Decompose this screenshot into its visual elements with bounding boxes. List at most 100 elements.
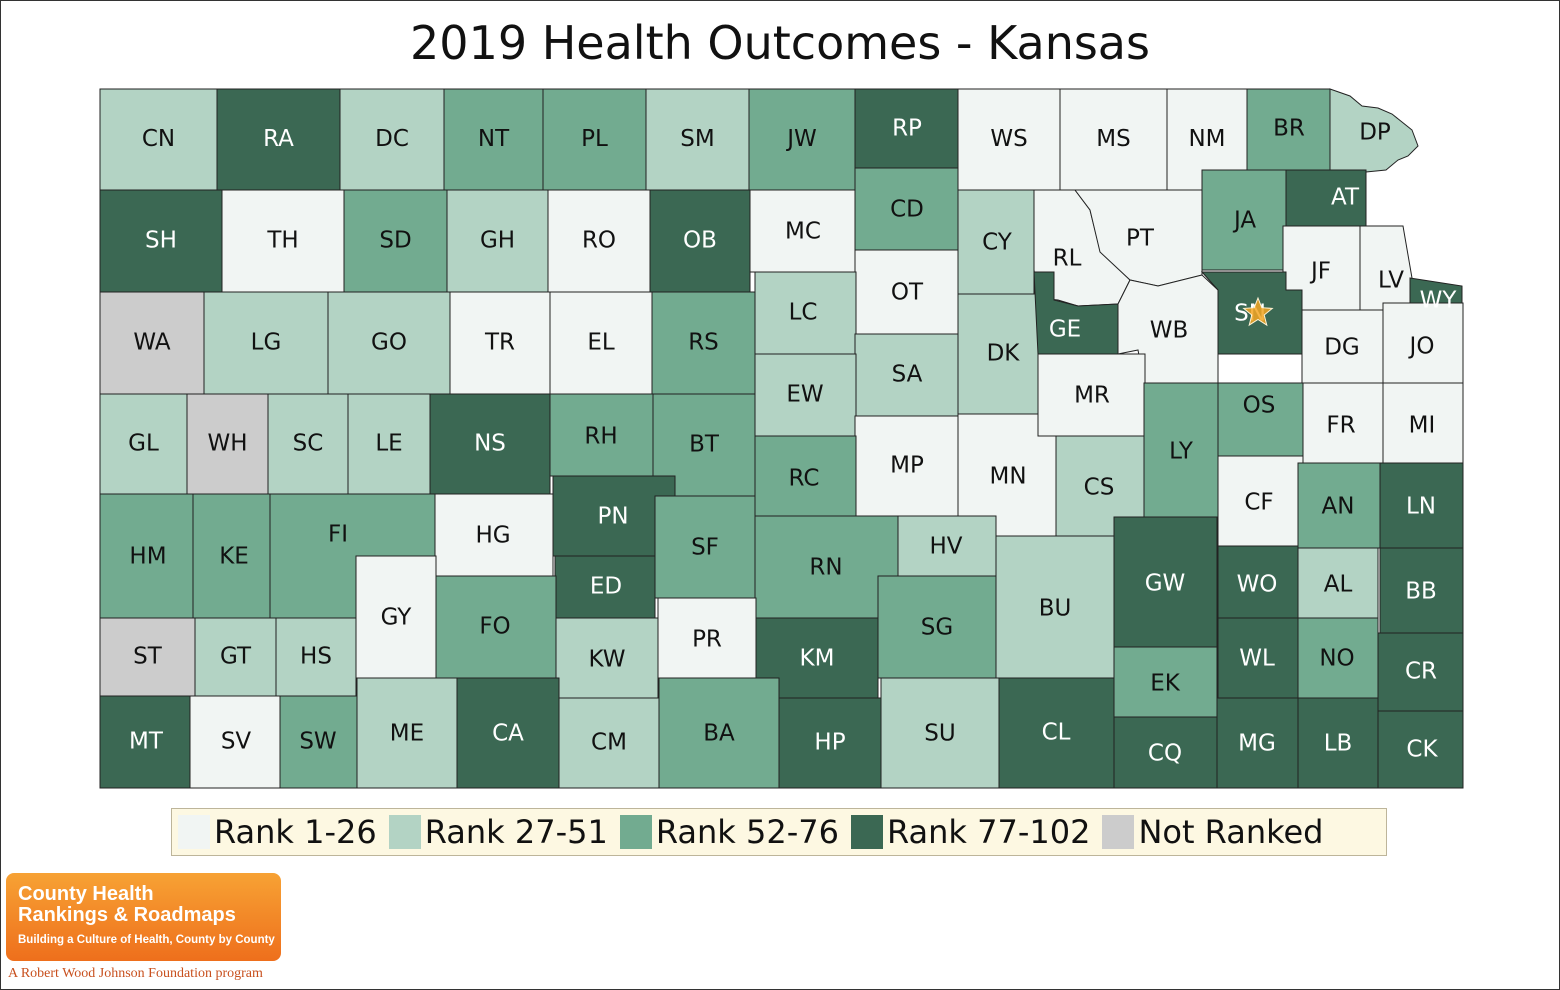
county-label-cs: CS [1084, 475, 1115, 501]
county-label-bu: BU [1039, 596, 1072, 622]
county-ja [1201, 169, 1287, 271]
county-label-hp: HP [814, 730, 845, 756]
county-fr [1302, 382, 1384, 464]
county-label-cr: CR [1405, 659, 1437, 685]
logo-tagline: Building a Culture of Health, County by … [18, 934, 275, 946]
county-label-hm: HM [129, 544, 166, 570]
county-label-cy: CY [982, 230, 1013, 256]
county-label-dg: DG [1324, 335, 1360, 361]
county-label-hs: HS [300, 644, 332, 670]
county-label-gh: GH [480, 228, 515, 254]
county-label-cq: CQ [1148, 741, 1182, 767]
map-title: 2019 Health Outcomes - Kansas [410, 16, 1150, 70]
county-label-sf: SF [691, 535, 719, 561]
legend-label: Rank 1-26 [214, 813, 377, 851]
county-label-hg: HG [475, 523, 510, 549]
county-sc [267, 393, 349, 495]
county-label-jf: JF [1309, 259, 1331, 285]
county-ke [192, 493, 271, 619]
county-label-pr: PR [692, 627, 722, 653]
county-label-dk: DK [987, 341, 1021, 367]
county-label-ek: EK [1150, 671, 1181, 697]
county-label-dc: DC [375, 126, 409, 152]
county-el [549, 291, 653, 395]
county-label-jw: JW [785, 126, 817, 152]
county-gt [194, 617, 277, 697]
county-label-sh: SH [145, 228, 177, 254]
county-label-os: OS [1243, 393, 1276, 419]
county-label-ck: CK [1406, 737, 1438, 763]
county-su [880, 677, 1000, 789]
county-label-cl: CL [1042, 720, 1071, 746]
county-sa [854, 333, 959, 417]
county-label-an: AN [1322, 494, 1355, 520]
county-label-sm: SM [680, 126, 714, 152]
county-label-lg: LG [251, 330, 282, 356]
county-label-ja: JA [1232, 208, 1256, 234]
county-label-fi: FI [328, 522, 348, 548]
county-gl [99, 393, 188, 495]
county-le [347, 393, 431, 495]
legend-item-rank-52-76: Rank 52-76 [619, 813, 839, 851]
county-label-wl: WL [1239, 646, 1275, 672]
county-label-rc: RC [789, 466, 820, 492]
county-bu [995, 535, 1115, 679]
county-label-ke: KE [219, 544, 249, 570]
county-label-su: SU [924, 721, 955, 747]
county-me [356, 677, 458, 789]
county-label-rn: RN [809, 555, 842, 581]
county-label-pt: PT [1126, 226, 1155, 252]
legend-swatch [1102, 815, 1135, 849]
county-label-wa: WA [133, 330, 170, 356]
county-nt [443, 88, 544, 191]
county-ew [754, 353, 857, 437]
county-label-ot: OT [891, 280, 924, 306]
legend: Rank 1-26 Rank 27-51 Rank 52-76 Rank 77-… [171, 808, 1387, 856]
county-label-cd: CD [890, 197, 924, 223]
county-th [221, 189, 345, 293]
county-hg [434, 493, 554, 577]
legend-swatch [850, 815, 883, 849]
county-label-dp: DP [1359, 120, 1391, 146]
county-label-pl: PL [581, 126, 608, 152]
county-label-ly: LY [1169, 439, 1194, 465]
county-cl [998, 677, 1115, 789]
county-rh [549, 393, 654, 477]
county-lg [203, 291, 329, 395]
county-cd [854, 167, 959, 251]
star-icon [1242, 296, 1274, 327]
county-label-rl: RL [1053, 246, 1082, 272]
county-labels: CN RA DC NT PL SM JW RP WS MS NM BR DP SH TH SD GH RO OB MC… [128, 116, 1457, 767]
county-label-ra: RA [263, 126, 294, 152]
county-wh [186, 393, 269, 495]
county-label-mp: MP [890, 453, 924, 479]
county-label-sc: SC [293, 431, 324, 457]
county-cr [1377, 632, 1464, 712]
legend-label: Rank 77-102 [886, 813, 1091, 851]
county-label-br: BR [1273, 116, 1305, 142]
county-label-el: EL [587, 330, 615, 356]
county-st [99, 617, 196, 697]
county-label-gy: GY [381, 605, 413, 631]
county-label-ws: WS [990, 126, 1027, 152]
county-os [1217, 382, 1304, 457]
county-wa [99, 291, 205, 395]
legend-swatch [178, 815, 210, 849]
county-cq [1113, 716, 1218, 789]
county-wo [1217, 545, 1299, 619]
logo-line2: Rankings & Roadmaps [18, 904, 236, 926]
county-health-rankings-logo: County Health Rankings & Roadmaps Buildi… [6, 873, 281, 961]
county-cm [558, 697, 660, 789]
county-gy [355, 555, 437, 679]
county-label-fr: FR [1326, 413, 1355, 439]
county-ca [456, 677, 560, 789]
county-an [1297, 462, 1381, 549]
county-shapes [99, 88, 1464, 789]
county-label-cf: CF [1244, 490, 1273, 516]
county-ob [649, 189, 751, 293]
county-label-lb: LB [1324, 731, 1353, 757]
legend-swatch [619, 815, 652, 849]
county-label-nm: NM [1188, 126, 1225, 152]
county-label-mi: MI [1409, 413, 1436, 439]
county-label-mr: MR [1074, 383, 1110, 409]
